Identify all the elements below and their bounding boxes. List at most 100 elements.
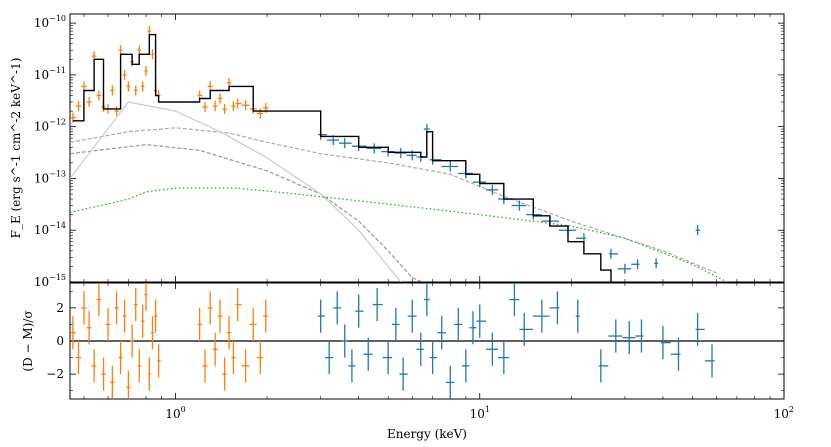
residual-point: [101, 357, 106, 391]
spectrum-data-point: [140, 81, 145, 92]
residual-point: [324, 341, 334, 375]
model-component-line-4: [70, 143, 424, 282]
residual-point: [608, 319, 623, 353]
residual-point: [462, 349, 470, 383]
spectrum-y-tick-label: 10−12: [34, 118, 66, 134]
residual-point: [429, 341, 438, 375]
spectrum-data-point: [217, 93, 223, 104]
spectrum-data-point: [75, 101, 82, 112]
residual-point: [704, 344, 715, 378]
residual-point: [118, 341, 123, 375]
residual-point: [126, 370, 131, 399]
spectrum-data-point: [86, 96, 92, 107]
residual-point: [509, 283, 520, 317]
spectrum-data-point: [241, 100, 250, 111]
residual-point: [207, 291, 213, 325]
residual-point: [416, 332, 424, 366]
residual-point: [130, 324, 134, 358]
residual-point: [533, 299, 550, 333]
residual-point: [382, 341, 393, 375]
x-axis-label: Energy (keV): [387, 427, 467, 441]
spectrum-data-point: [212, 101, 218, 112]
spectrum-data-point: [654, 258, 659, 269]
y-axis-label-spectrum: F_E (erg s^-1 cm^-2 keV^-1): [9, 58, 23, 239]
residual-point: [340, 324, 349, 358]
residual-point: [81, 291, 87, 325]
residual-point: [241, 349, 250, 383]
y-axis-label-residuals: (D − M)/σ: [21, 310, 35, 371]
spectrum-data-point: [486, 184, 499, 195]
spectrum-data-point: [144, 65, 148, 76]
x-tick-label: 100: [165, 405, 185, 421]
residual-point: [519, 312, 534, 346]
residual-point: [486, 332, 499, 366]
spectrum-y-tick-label: 10−11: [34, 66, 66, 82]
spectrum-data-point: [150, 49, 155, 60]
residual-point: [122, 299, 127, 333]
spectrum-data-point: [118, 45, 123, 56]
spectrum-data-point: [695, 225, 701, 236]
spectrum-data-point: [366, 143, 382, 154]
spectrum-data-point: [235, 98, 242, 109]
spectrum-data-point: [394, 147, 407, 159]
residual-point: [231, 341, 236, 375]
residual-point: [91, 349, 97, 383]
spectrum-data-point: [202, 101, 208, 113]
x-tick-label: 101: [470, 405, 490, 421]
spectrum-data-point: [81, 81, 87, 92]
spectrum-data-point: [133, 85, 138, 96]
residual-point: [469, 311, 477, 345]
spectrum-data-point: [110, 85, 115, 96]
residual-point: [212, 332, 218, 366]
spectrum-data-point: [339, 138, 352, 149]
residuals-y-tick-label: −2: [46, 367, 64, 381]
residual-point: [249, 307, 257, 341]
spectrum-y-tick-label: 10−15: [34, 273, 66, 289]
tick-label-layer: 100 101 102 10−10 10−11 10−12 10−13 10−14 10−15 2…: [34, 14, 794, 421]
residual-point: [549, 291, 560, 325]
residual-point: [348, 349, 356, 383]
residual-point: [454, 307, 463, 341]
residual-point: [263, 299, 269, 333]
residuals-plot-area: [70, 283, 784, 399]
spectrum-y-tick-label: 10−10: [34, 14, 66, 30]
residual-point: [222, 357, 227, 391]
residual-point: [217, 299, 223, 333]
residual-point: [423, 283, 430, 317]
residual-point: [157, 344, 161, 378]
residual-point: [498, 341, 510, 375]
residual-point: [635, 319, 644, 353]
residual-point: [110, 365, 115, 399]
residual-point: [598, 349, 609, 383]
spectrum-y-tick-label: 10−13: [34, 169, 66, 185]
spectrum-y-tick-label: 10−14: [34, 221, 66, 237]
residual-point: [363, 337, 373, 371]
residual-point: [150, 316, 155, 350]
residual-point: [575, 299, 580, 333]
spectrum-data-point: [207, 81, 213, 92]
residual-point: [392, 307, 400, 341]
residual-point: [660, 326, 671, 360]
residual-point: [75, 341, 82, 375]
residual-point: [622, 321, 636, 355]
residuals-y-tick-label: 0: [56, 334, 64, 348]
model-component-line-5: [70, 101, 402, 282]
residual-point: [197, 307, 203, 341]
residual-point: [256, 341, 264, 375]
residual-point: [317, 299, 325, 333]
residual-point: [86, 311, 92, 345]
tick-layer: [70, 14, 785, 399]
spectrum-data-point: [429, 154, 442, 165]
residual-point: [695, 312, 705, 346]
spectrum-data-point: [317, 129, 327, 140]
residual-point: [133, 287, 138, 322]
x-tick-label: 102: [774, 405, 794, 421]
spectrum-plot-area: [70, 26, 728, 282]
residual-point: [147, 357, 151, 391]
residual-point: [154, 299, 158, 333]
spectrum-data-point: [631, 259, 640, 270]
residual-point: [144, 283, 148, 312]
residual-point: [407, 299, 417, 333]
residual-point: [137, 349, 141, 383]
